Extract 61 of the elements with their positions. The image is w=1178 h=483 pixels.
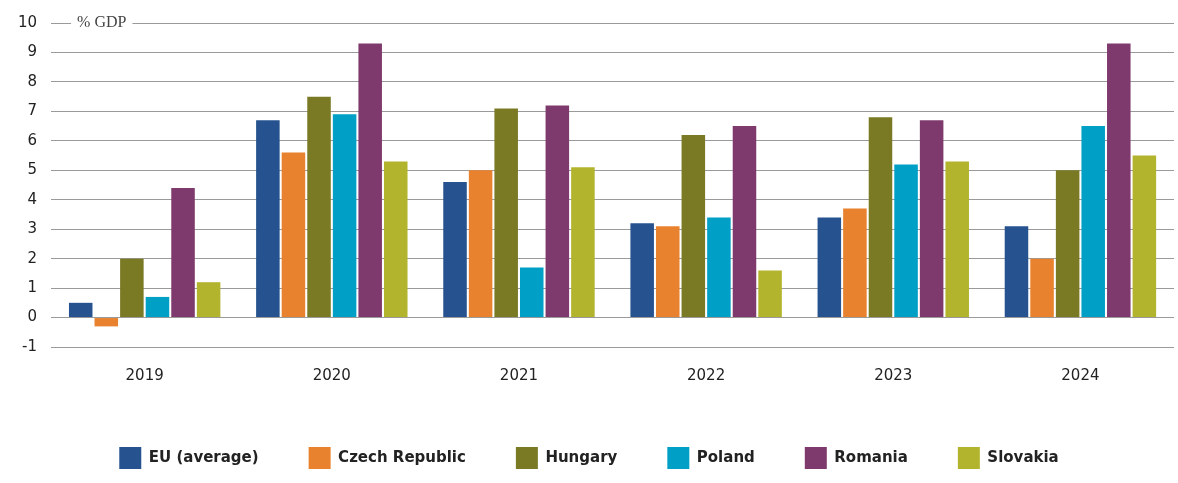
bar [358, 43, 382, 318]
bar [68, 302, 93, 318]
legend-label: EU (average) [148, 447, 259, 466]
x-tick-label: 2019 [125, 365, 164, 384]
bar [196, 282, 221, 318]
bar [843, 208, 867, 318]
x-tick-label: 2021 [499, 365, 539, 384]
bar [120, 258, 144, 318]
bar [1132, 155, 1157, 318]
x-tick-label: 2022 [687, 365, 726, 384]
legend-label: Czech Republic [338, 447, 466, 466]
bar [256, 120, 280, 318]
y-tick-label: 2 [27, 248, 38, 267]
y-tick-label: 5 [27, 160, 38, 179]
legend-label: Slovakia [987, 447, 1059, 466]
bar [945, 161, 969, 318]
x-tick-label: 2023 [874, 365, 913, 384]
bar [1081, 126, 1105, 318]
bar [630, 223, 654, 318]
bar [468, 170, 493, 318]
legend-label: Hungary [545, 447, 618, 466]
bar [681, 134, 706, 318]
y-tick-label: 10 [17, 12, 38, 31]
y-tick-label: 1 [27, 277, 38, 296]
bar [655, 226, 680, 318]
bar [868, 117, 893, 318]
x-tick-label: 2024 [1061, 365, 1100, 384]
bar [383, 161, 408, 318]
bar [919, 120, 944, 318]
bar [707, 217, 731, 318]
bar [1004, 226, 1029, 318]
bar [1107, 43, 1131, 318]
y-tick-label: 0 [27, 307, 38, 326]
bar [332, 114, 357, 318]
y-tick-label: 9 [27, 42, 38, 61]
y-tick-label: 4 [27, 189, 38, 208]
bar [307, 96, 331, 318]
y-tick-label: 6 [27, 130, 38, 149]
bar [443, 182, 467, 318]
bar [758, 270, 782, 318]
x-tick-label: 2020 [312, 365, 351, 384]
y-tick-label: 8 [27, 71, 38, 90]
bar [545, 105, 570, 318]
y-tick-label: 7 [27, 101, 38, 120]
bar [519, 267, 544, 318]
bar [1055, 170, 1080, 318]
legend-label: Romania [834, 447, 908, 466]
bar [894, 164, 918, 318]
bar [145, 296, 170, 318]
bar [94, 318, 119, 327]
bar [281, 152, 306, 318]
y-tick-label: 3 [27, 219, 38, 238]
legend-label: Poland [696, 447, 755, 466]
bar [732, 126, 757, 318]
bar [494, 108, 518, 318]
bar [1030, 258, 1054, 318]
bar [571, 167, 595, 318]
y-tick-label: -1 [22, 336, 38, 355]
bar [171, 187, 195, 318]
bar [817, 217, 842, 318]
y-axis-title: % GDP [77, 13, 127, 31]
